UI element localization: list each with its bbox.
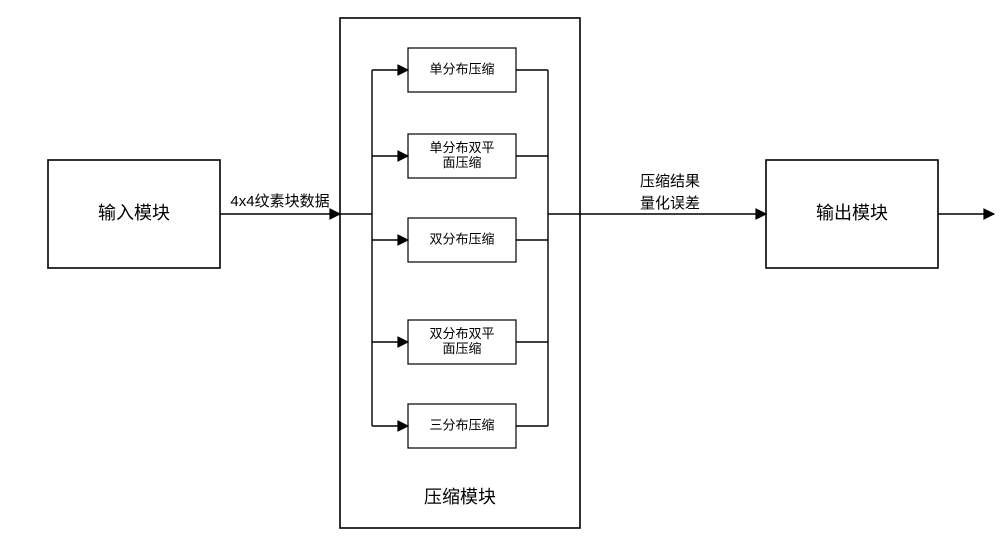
edge-right-label-2: 量化误差: [640, 195, 700, 212]
sub-block-2-label: 双分布压缩: [429, 231, 494, 246]
sub-block-1-label-0: 单分布双平: [429, 140, 494, 155]
compress-block: [340, 18, 580, 528]
compress-block-label: 压缩模块: [424, 487, 496, 507]
input-block-label: 输入模块: [98, 203, 170, 223]
sub-block-3-label-0: 双分布双平: [429, 326, 494, 341]
sub-block-0-label: 单分布压缩: [429, 61, 494, 76]
sub-block-4-label: 三分布压缩: [429, 417, 494, 432]
sub-block-1-label-1: 面压缩: [442, 155, 481, 170]
output-block-label: 输出模块: [816, 203, 888, 223]
edge-left-label: 4x4纹素块数据: [230, 193, 329, 210]
edge-right-label-1: 压缩结果: [640, 173, 700, 190]
sub-block-3-label-1: 面压缩: [442, 341, 481, 356]
